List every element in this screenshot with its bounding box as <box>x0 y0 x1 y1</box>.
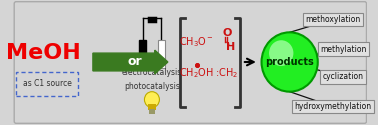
Text: MeOH: MeOH <box>6 43 81 63</box>
Bar <box>148 104 156 110</box>
Text: as C1 source: as C1 source <box>23 79 71 88</box>
Text: CH$_2$OH: CH$_2$OH <box>180 66 214 80</box>
Bar <box>139 40 146 68</box>
Text: electrocatalysis: electrocatalysis <box>122 68 182 77</box>
Circle shape <box>262 32 318 92</box>
Circle shape <box>269 40 293 66</box>
Text: cyclization: cyclization <box>322 72 364 81</box>
Text: or: or <box>128 54 143 68</box>
Text: CH$_3$O$^-$: CH$_3$O$^-$ <box>180 35 214 49</box>
Text: photocatalysis: photocatalysis <box>124 82 180 91</box>
Text: products: products <box>265 57 314 67</box>
Circle shape <box>144 92 160 108</box>
Text: hydroxymethylation: hydroxymethylation <box>294 102 371 111</box>
Text: O: O <box>222 28 232 38</box>
Bar <box>149 110 155 114</box>
Text: :CH$_2$: :CH$_2$ <box>215 66 239 80</box>
Text: H: H <box>226 42 235 52</box>
Text: methylation: methylation <box>320 45 366 54</box>
FancyBboxPatch shape <box>14 2 367 123</box>
FancyArrow shape <box>93 50 168 74</box>
Bar <box>158 40 165 68</box>
Text: methoxylation: methoxylation <box>305 15 360 24</box>
